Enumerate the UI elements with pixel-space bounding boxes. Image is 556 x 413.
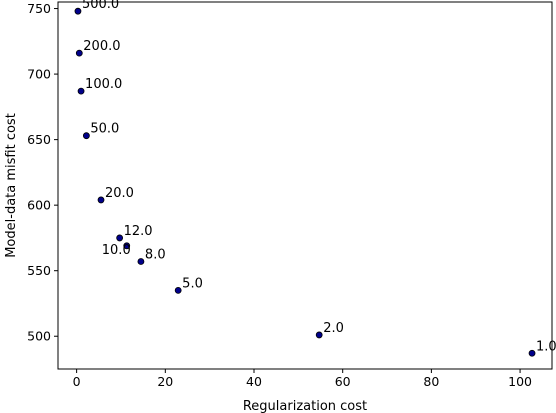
y-tick-label-2: 600 <box>27 198 51 213</box>
point-label-5: 12.0 <box>124 224 153 239</box>
point-label-7: 8.0 <box>145 248 166 263</box>
x-tick-label-4: 80 <box>423 374 439 389</box>
point-4 <box>97 196 105 204</box>
point-label-6: 10.0 <box>102 243 131 258</box>
y-tick-label-3: 650 <box>27 132 51 147</box>
y-tick-label-5: 750 <box>27 1 51 16</box>
point-label-8: 5.0 <box>182 276 203 291</box>
point-9 <box>315 331 323 339</box>
point-2 <box>77 87 85 95</box>
y-axis-label: Model-data misfit cost <box>4 113 19 258</box>
y-tick-label-4: 700 <box>27 67 51 82</box>
point-3 <box>82 132 90 140</box>
point-5 <box>116 234 124 242</box>
point-label-4: 20.0 <box>105 186 134 201</box>
point-8 <box>174 286 182 294</box>
y-tick-label-0: 500 <box>27 329 51 344</box>
point-labels: 500.0 200.0 100.0 50.0 20.0 12.0 10.0 8.0 5.0 2.0… <box>82 0 556 354</box>
point-label-3: 50.0 <box>90 122 119 137</box>
point-label-10: 1.0 <box>536 339 556 354</box>
axis-ticks: 0 20 40 60 80 100 500 550 600 650 700 750 <box>27 1 532 389</box>
x-axis-label: Regularization cost <box>243 399 367 413</box>
y-tick-label-1: 550 <box>27 263 51 278</box>
x-tick-label-2: 40 <box>246 374 262 389</box>
point-label-9: 2.0 <box>323 321 344 336</box>
point-0 <box>74 7 82 15</box>
point-6 <box>123 242 131 250</box>
x-tick-label-3: 60 <box>335 374 351 389</box>
point-label-0: 500.0 <box>82 0 119 12</box>
point-1 <box>75 49 83 57</box>
x-tick-label-0: 0 <box>73 374 81 389</box>
plot-frame <box>57 1 553 370</box>
point-7 <box>137 258 145 265</box>
point-label-1: 200.0 <box>83 39 120 54</box>
data-points <box>74 7 536 357</box>
point-10 <box>528 349 536 357</box>
point-label-2: 100.0 <box>85 77 122 92</box>
x-tick-label-5: 100 <box>508 374 532 389</box>
x-tick-label-1: 20 <box>157 374 173 389</box>
